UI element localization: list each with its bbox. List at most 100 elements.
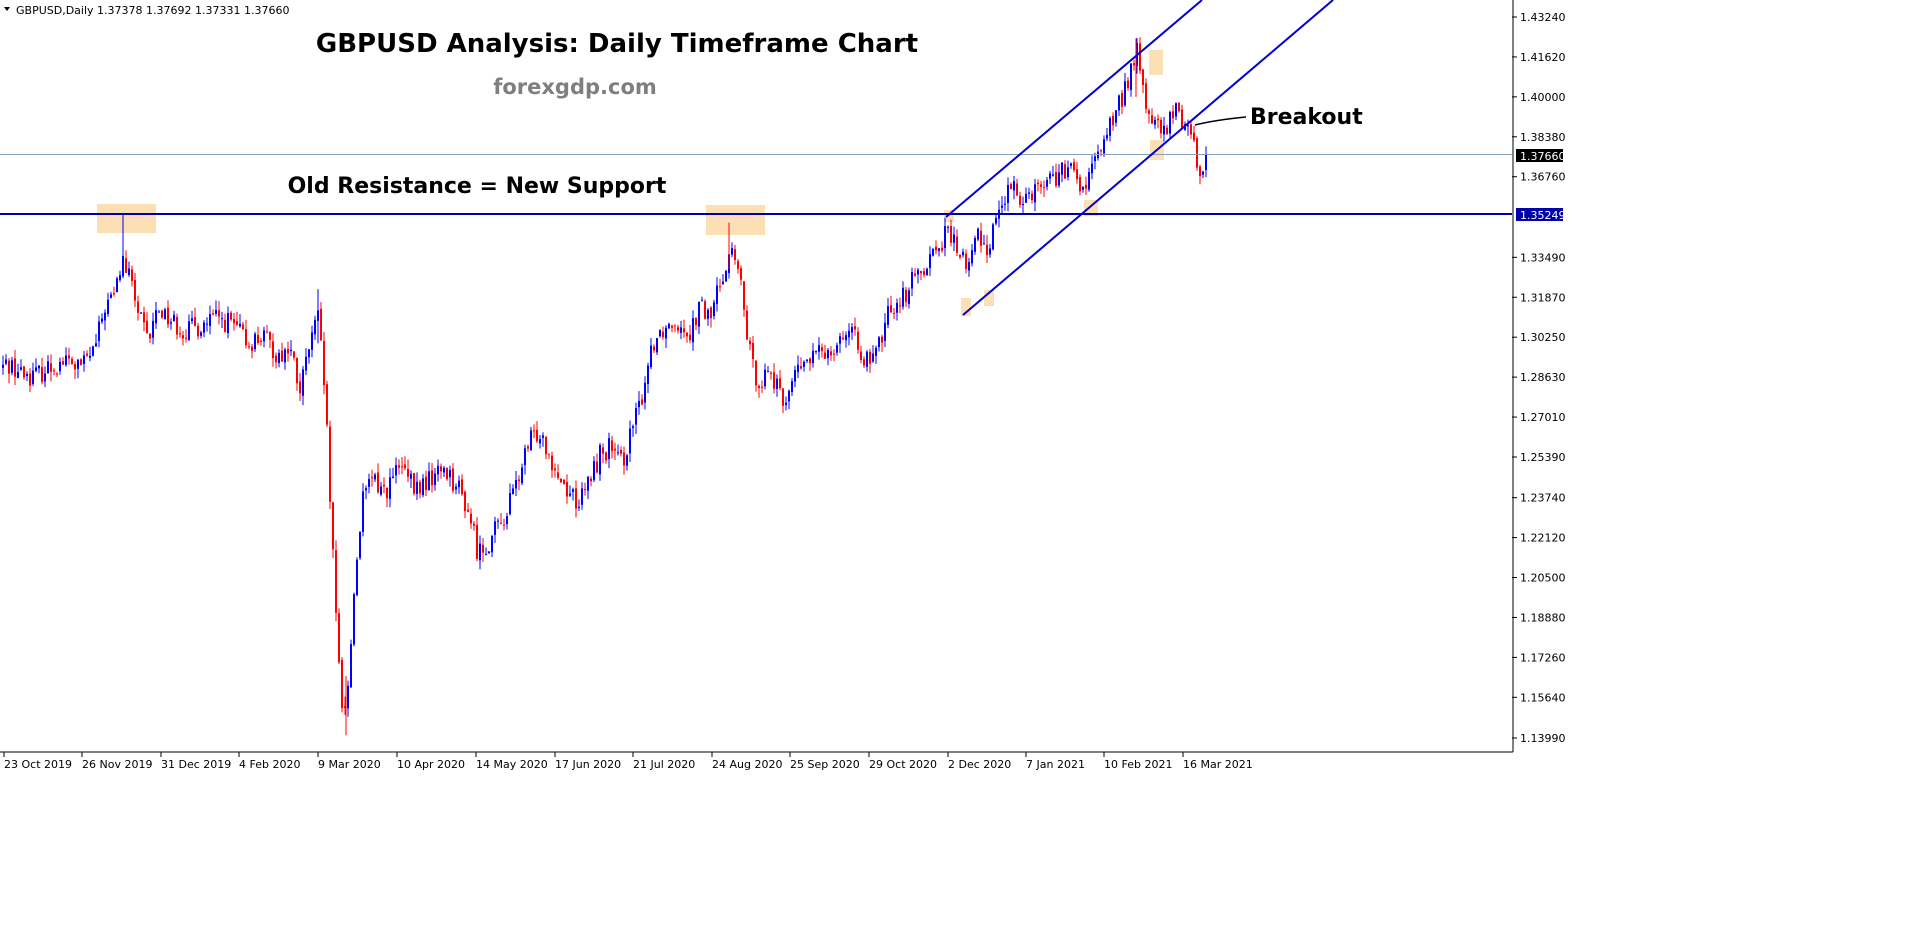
support-price-label: 1.35249 [1520,209,1566,222]
candle-body [686,332,688,337]
candle-body [1070,163,1072,166]
candle-body [389,477,391,499]
candle-body [323,341,325,386]
candle-body [248,346,250,348]
candle-body [818,345,820,352]
candle-body [1055,172,1057,186]
candle-body [371,477,373,479]
candle-body [41,367,43,382]
candle-body [1004,203,1006,205]
candle-body [320,308,322,341]
candle-body [905,289,907,303]
candle-body [206,323,208,325]
candle-body [1175,103,1177,117]
candle-body [593,461,595,481]
candle-body [449,470,451,478]
candle-body [1172,111,1174,119]
candle-body [614,448,616,451]
candle-body [494,521,496,535]
candle-body [161,310,163,318]
price-axis: 1.43240 1.41620 1.40000 1.38380 1.36760 1.334… [1512,11,1566,745]
candle-body [56,373,58,375]
x-tick-label: 10 Feb 2021 [1104,758,1172,771]
candle-body [647,365,649,385]
candle-body [338,613,340,663]
candle-body [1103,139,1105,154]
candle-body [92,346,94,356]
candle-body [758,385,760,388]
candle-body [674,325,676,327]
candle-body [896,302,898,313]
candle-body [563,479,565,484]
candle-body [944,226,946,249]
candle-body [1130,63,1132,90]
candle-body [80,359,82,365]
candle-body [815,350,817,352]
candle-body [908,290,910,304]
candle-body [1196,138,1198,168]
candle-body [362,491,364,532]
candle-body [920,271,922,274]
candle-body [140,312,142,314]
candle-body [497,520,499,522]
candle-body [1121,93,1123,107]
candle-body [1139,43,1141,71]
candle-body [500,522,502,524]
candle-body [518,479,520,482]
candle-body [860,351,862,361]
candle-body [1118,95,1120,111]
candle-body [533,430,535,432]
candle-body [446,468,448,480]
candle-body [368,479,370,487]
candle-body [380,486,382,495]
highlight-zone [944,210,954,222]
candle-body [839,336,841,344]
candle-body [1157,118,1159,121]
candle-body [434,473,436,486]
candle-body [842,337,844,340]
candle-body [584,488,586,490]
candle-body [1016,183,1018,196]
candle-body [230,312,232,320]
candle-body [95,343,97,347]
candle-body [623,452,625,466]
candle-body [680,327,682,333]
candle-body [299,381,301,394]
candle-body [1007,184,1009,203]
candle-body [356,559,358,596]
candle-body [1154,119,1156,125]
candle-body [938,248,940,251]
candle-body [116,278,118,293]
candle-body [1148,110,1150,114]
candle-body [1088,171,1090,190]
candle-body [26,373,28,376]
candle-body [104,312,106,321]
candle-body [1079,176,1081,192]
y-tick-label: 1.18880 [1520,611,1566,624]
candle-body [311,332,313,350]
candle-body [1169,111,1171,134]
candle-body [1199,166,1201,177]
candle-body [122,256,124,277]
candle-body [980,230,982,246]
candle-body [764,369,766,387]
candle-body [353,594,355,645]
highlight-zone [984,290,994,306]
candle-body [884,322,886,341]
candle-body [260,340,262,343]
candle-body [899,305,901,307]
candle-body [638,400,640,408]
candle-body [866,351,868,367]
candle-body [650,345,652,368]
y-tick-label: 1.13990 [1520,732,1566,745]
candle-body [152,320,154,338]
candle-body [1127,80,1129,89]
candle-body [2,364,4,368]
dropdown-arrow-icon[interactable] [4,7,10,11]
candle-body [503,524,505,526]
candle-body [197,325,199,337]
current-price-label: 1.37660 [1520,150,1566,163]
candle-body [1133,63,1135,66]
highlight-zone [706,205,765,235]
